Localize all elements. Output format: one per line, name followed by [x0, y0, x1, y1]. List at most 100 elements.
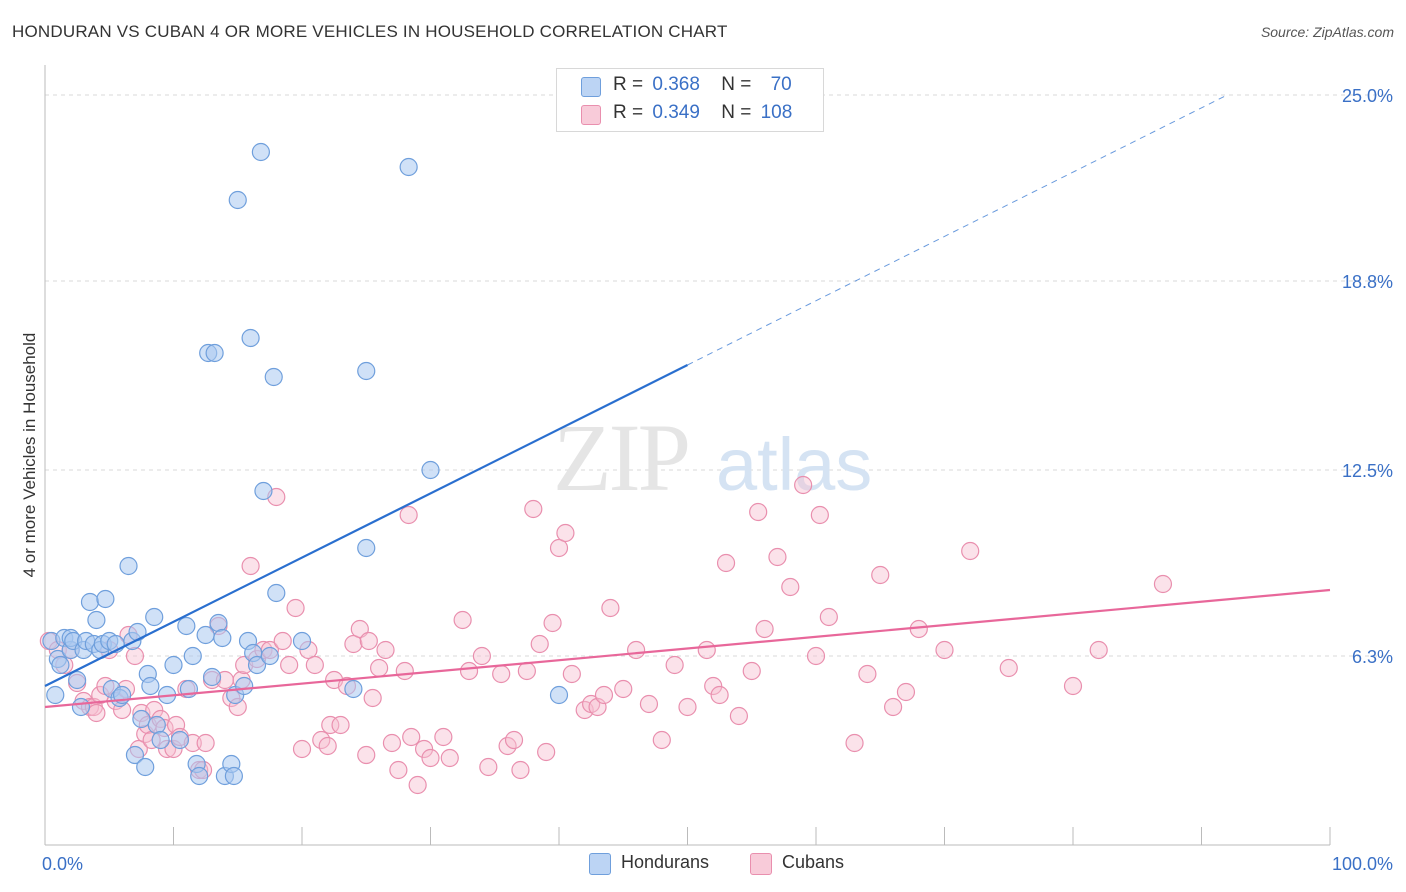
hondurans-swatch — [581, 77, 601, 97]
hondurans-point — [344, 679, 363, 699]
cubans-point — [781, 577, 800, 597]
cubans-point — [402, 727, 421, 747]
hondurans-point — [68, 670, 87, 690]
hondurans-point — [46, 685, 65, 705]
cubans-point — [524, 499, 543, 519]
source-label: Source: ZipAtlas.com — [1260, 24, 1394, 40]
hondurans-point — [190, 766, 209, 786]
cubans-point — [858, 664, 877, 684]
cubans-n-value: 108 — [760, 102, 793, 123]
cubans-point — [562, 664, 581, 684]
cubans-point — [344, 634, 363, 654]
cubans-point — [472, 646, 491, 666]
hondurans-r-label: R = — [613, 74, 644, 95]
cubans-point — [704, 676, 723, 696]
hondurans-point — [241, 328, 260, 348]
hondurans-point — [209, 613, 228, 633]
cubans-point — [292, 739, 312, 759]
cubans-point — [697, 640, 716, 660]
cubans-point — [321, 715, 340, 735]
hondurans-n-label: N = — [721, 74, 752, 95]
cubans-point — [370, 658, 389, 678]
watermark-zip: ZIP — [553, 404, 688, 511]
hondurans-point — [71, 697, 91, 717]
hondurans-point — [202, 667, 222, 687]
cubans-point — [652, 730, 671, 750]
cubans-point — [678, 697, 697, 717]
hondurans-point — [549, 685, 569, 705]
hondurans-point — [151, 730, 170, 750]
cubans-point — [883, 697, 903, 717]
cubans-point — [504, 730, 524, 750]
cubans-point — [806, 646, 826, 666]
hondurans-point — [170, 730, 190, 750]
cubans-point — [871, 565, 890, 585]
hondurans-point — [87, 610, 106, 630]
cubans-point — [742, 661, 761, 681]
cubans-point — [896, 682, 916, 702]
hondurans-point — [267, 583, 286, 603]
cubans-point — [614, 679, 633, 699]
x-tick-label-min: 0.0% — [42, 854, 83, 874]
hondurans-point — [235, 676, 254, 696]
cubans-point — [961, 541, 980, 561]
hondurans-point — [421, 460, 440, 480]
cubans-point — [479, 757, 498, 777]
hondurans-point — [213, 628, 232, 648]
cubans-point — [794, 475, 813, 495]
hondurans-point — [260, 646, 279, 666]
cubans-point — [845, 733, 864, 753]
cubans-point — [382, 733, 402, 753]
cubans-legend-label: Cubans — [782, 852, 845, 872]
hondurans-point — [357, 361, 376, 381]
cubans-point — [453, 610, 472, 630]
cubans-point — [305, 655, 324, 675]
cubans-point — [810, 505, 829, 525]
hondurans-point — [251, 142, 270, 162]
cubans-point — [492, 664, 511, 684]
hondurans-n-value: 70 — [770, 74, 792, 95]
cubans-point — [768, 547, 787, 567]
cubans-n-label: N = — [721, 102, 752, 123]
hondurans-point — [136, 757, 155, 777]
cubans-point — [414, 739, 434, 759]
cubans-point — [331, 715, 350, 735]
watermark-atlas: atlas — [716, 423, 872, 506]
hondurans-point — [80, 592, 100, 612]
cubans-point — [1153, 574, 1173, 594]
chart-title: HONDURAN VS CUBAN 4 OR MORE VEHICLES IN … — [12, 22, 728, 41]
cubans-point — [819, 607, 838, 627]
y-tick-label: 25.0% — [1342, 86, 1393, 106]
hondurans-point — [357, 538, 376, 558]
hondurans-point — [125, 745, 145, 765]
hondurans-point — [399, 157, 418, 177]
cubans-point — [357, 745, 376, 765]
cubans-point — [421, 748, 440, 768]
hondurans-point — [119, 556, 138, 576]
cubans-point — [125, 646, 145, 666]
axes — [44, 65, 1331, 846]
cubans-point — [594, 685, 614, 705]
cubans-legend-swatch — [750, 853, 772, 875]
cubans-point — [459, 661, 479, 681]
cubans-point — [601, 598, 620, 618]
cubans-point — [543, 613, 562, 633]
hondurans-legend-swatch — [589, 853, 611, 875]
cubans-point — [440, 748, 459, 768]
y-axis-label-group: 4 or more Vehicles in Household — [20, 333, 39, 578]
hondurans-point — [254, 481, 273, 501]
cubans-point — [286, 598, 305, 618]
cubans-point — [273, 631, 292, 651]
trend-lines — [44, 94, 1331, 709]
hondurans-point — [141, 676, 160, 696]
hondurans-trend-extension — [687, 94, 1228, 366]
y-tick-label: 18.8% — [1342, 272, 1393, 292]
cubans-point — [434, 727, 453, 747]
hondurans-point — [196, 625, 215, 645]
cubans-point — [517, 661, 536, 681]
hondurans-point — [292, 631, 312, 651]
cubans-point — [530, 634, 549, 654]
cubans-trend-line — [44, 588, 1331, 709]
cubans-point — [639, 694, 659, 714]
